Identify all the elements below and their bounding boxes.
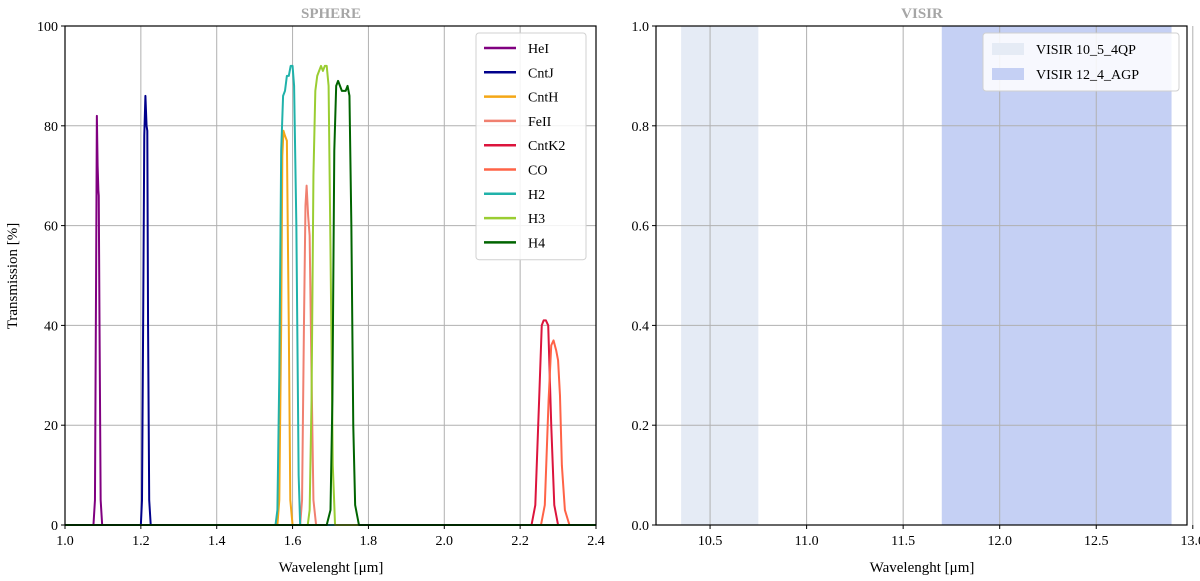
series-line-feii <box>65 184 596 526</box>
right-y-tick-label: 0.6 <box>632 220 650 235</box>
legend-label-h3: H3 <box>528 212 545 227</box>
right-y-tick-label: 0.2 <box>632 419 650 434</box>
left-y-tick-label: 60 <box>44 220 58 235</box>
left-y-tick-label: 20 <box>44 419 58 434</box>
left-x-tick-label: 1.8 <box>360 534 378 549</box>
sphere-x-axis-label: Wavelenght [μm] <box>279 560 384 576</box>
legend-swatch-visir-12_4_agp <box>992 68 1024 80</box>
left-x-tick-label: 1.2 <box>132 534 150 549</box>
visir-plot-frame <box>655 25 1188 526</box>
visir-legend-box <box>982 32 1180 92</box>
left-x-tick-label: 2.4 <box>587 534 605 549</box>
band-visir-12_4_agp <box>941 26 1172 525</box>
left-x-tick-label: 2.2 <box>511 534 529 549</box>
series-line-hei <box>65 114 596 526</box>
visir-ticks: 10.5 11.0 11.5 12.0 12.5 13.0 0.0 0.2 0.4 0.6 0.8 1… <box>632 20 1200 549</box>
series-line-cntj <box>65 94 596 526</box>
sphere-plot-frame <box>64 25 597 526</box>
left-y-tick-label: 100 <box>37 20 58 35</box>
right-x-tick-label: 11.5 <box>891 534 915 549</box>
sphere-ticks: 1.0 1.2 1.4 1.6 1.8 2.0 2.2 2.4 0 20 40 60 80 100 <box>37 20 605 549</box>
left-y-tick-label: 0 <box>51 519 58 534</box>
left-x-tick-label: 2.0 <box>436 534 454 549</box>
legend-label-cntj: CntJ <box>528 66 554 81</box>
right-y-tick-label: 0.4 <box>632 319 650 334</box>
sphere-title: SPHERE <box>301 6 361 22</box>
left-x-tick-label: 1.4 <box>208 534 226 549</box>
right-x-tick-label: 13.0 <box>1181 534 1200 549</box>
legend-label-feii: FeII <box>528 115 552 130</box>
visir-band-group <box>681 26 1172 525</box>
right-x-tick-label: 10.5 <box>698 534 723 549</box>
visir-x-axis-label: Wavelenght [μm] <box>870 560 975 576</box>
legend-label-h4: H4 <box>528 236 545 251</box>
sphere-series-group <box>65 64 596 526</box>
series-line-h2 <box>65 64 596 526</box>
visir-title: VISIR <box>901 6 943 22</box>
series-line-cnth <box>65 129 596 526</box>
visir-legend: VISIR 10_5_4QP VISIR 12_4_AGP <box>982 32 1180 92</box>
sphere-legend: HeI CntJ CntH FeII CntK2 CO H2 H3 H4 <box>475 32 587 261</box>
series-line-cntk2 <box>65 319 596 526</box>
legend-label-co: CO <box>528 164 547 179</box>
series-line-h3 <box>65 64 596 526</box>
sphere-legend-box <box>475 32 587 261</box>
series-line-h4 <box>65 79 596 526</box>
right-x-tick-label: 12.5 <box>1084 534 1109 549</box>
left-x-tick-label: 1.0 <box>56 534 74 549</box>
band-visir-10_5_4qp <box>681 26 759 525</box>
legend-label-visir-10_5_4qp: VISIR 10_5_4QP <box>1036 43 1136 58</box>
sphere-chart-panel: SPHERE 1.0 1.2 1.4 1.6 1.8 2.0 2.2 2.4 0 20 40 60 80… <box>5 6 605 576</box>
right-x-tick-label: 11.0 <box>795 534 819 549</box>
right-y-tick-label: 0.0 <box>632 519 650 534</box>
legend-label-h2: H2 <box>528 188 545 203</box>
legend-swatch-visir-10_5_4qp <box>992 43 1024 55</box>
left-x-tick-label: 1.6 <box>284 534 302 549</box>
left-y-tick-label: 40 <box>44 319 58 334</box>
visir-chart-panel: VISIR 10.5 11.0 11.5 12.0 12.5 13.0 0.0 0.2 0.4 0… <box>632 6 1200 576</box>
series-line-co <box>65 339 596 526</box>
sphere-y-axis-label: Transmission [%] <box>5 223 21 330</box>
legend-label-visir-12_4_agp: VISIR 12_4_AGP <box>1036 68 1139 83</box>
left-y-tick-label: 80 <box>44 120 58 135</box>
legend-label-cnth: CntH <box>528 91 558 106</box>
right-y-tick-label: 0.8 <box>632 120 650 135</box>
right-x-tick-label: 12.0 <box>987 534 1012 549</box>
right-y-tick-label: 1.0 <box>632 20 650 35</box>
legend-label-hei: HeI <box>528 42 549 57</box>
legend-label-cntk2: CntK2 <box>528 139 565 154</box>
